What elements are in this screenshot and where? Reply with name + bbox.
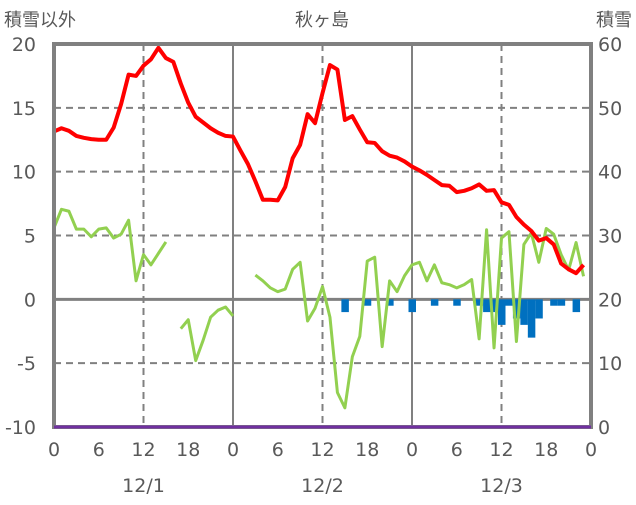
x-tick-label: 0 xyxy=(48,439,60,461)
x-tick-label: 12 xyxy=(489,439,513,461)
x-tick-label: 18 xyxy=(176,439,200,461)
right-tick-label: 40 xyxy=(598,162,622,184)
right-tick-label: 10 xyxy=(598,353,622,375)
bar xyxy=(527,299,536,338)
bar xyxy=(512,299,521,319)
x-tick-label: 6 xyxy=(93,439,105,461)
bar xyxy=(520,299,528,325)
plot-frame xyxy=(52,42,593,429)
bar xyxy=(430,299,439,306)
right-tick-label: 20 xyxy=(598,289,622,311)
bar xyxy=(557,299,566,306)
left-tick-label: 0 xyxy=(24,289,36,311)
x-tick-label: 6 xyxy=(272,439,284,461)
right-tick-label: 0 xyxy=(598,417,610,439)
bar xyxy=(550,299,558,306)
bar xyxy=(572,299,581,313)
x-tick-label: 0 xyxy=(227,439,239,461)
date-label: 12/2 xyxy=(301,475,344,497)
right-axis-title: 積雪 xyxy=(596,10,632,31)
x-tick-label: 18 xyxy=(534,439,558,461)
left-tick-label: -10 xyxy=(5,417,36,439)
bar xyxy=(490,299,499,313)
other-line xyxy=(254,226,586,410)
x-tick-label: 12 xyxy=(131,439,155,461)
other-line xyxy=(179,305,235,363)
bar xyxy=(363,299,372,306)
left-tick-label: 15 xyxy=(12,98,36,120)
bar xyxy=(341,299,349,313)
right-tick-label: 50 xyxy=(598,98,622,120)
right-tick-label: 30 xyxy=(598,226,622,248)
x-tick-label: 12 xyxy=(310,439,334,461)
grid xyxy=(54,44,591,427)
date-label: 12/1 xyxy=(122,475,165,497)
snow_depth-line xyxy=(53,45,586,276)
bar xyxy=(483,299,491,313)
left-tick-label: -5 xyxy=(17,353,36,375)
x-tick-label: 18 xyxy=(355,439,379,461)
bar xyxy=(505,299,513,306)
left-axis-title: 積雪以外 xyxy=(4,10,76,31)
bar xyxy=(475,299,484,306)
x-tick-label: 0 xyxy=(406,439,418,461)
right-tick-label: 60 xyxy=(598,34,622,56)
bar xyxy=(453,299,461,306)
left-tick-label: 20 xyxy=(12,34,36,56)
x-tick-label: 0 xyxy=(585,439,597,461)
bar-series xyxy=(341,299,581,338)
bar xyxy=(498,299,506,325)
line-series xyxy=(52,45,586,410)
chart-title: 秋ヶ島 xyxy=(295,10,349,31)
other-line xyxy=(52,207,168,283)
date-label: 12/3 xyxy=(480,475,523,497)
x-tick-label: 6 xyxy=(451,439,463,461)
bar xyxy=(408,299,416,313)
bar xyxy=(535,299,543,319)
left-tick-label: 5 xyxy=(24,226,36,248)
left-tick-label: 10 xyxy=(12,162,36,184)
bar xyxy=(386,299,394,306)
